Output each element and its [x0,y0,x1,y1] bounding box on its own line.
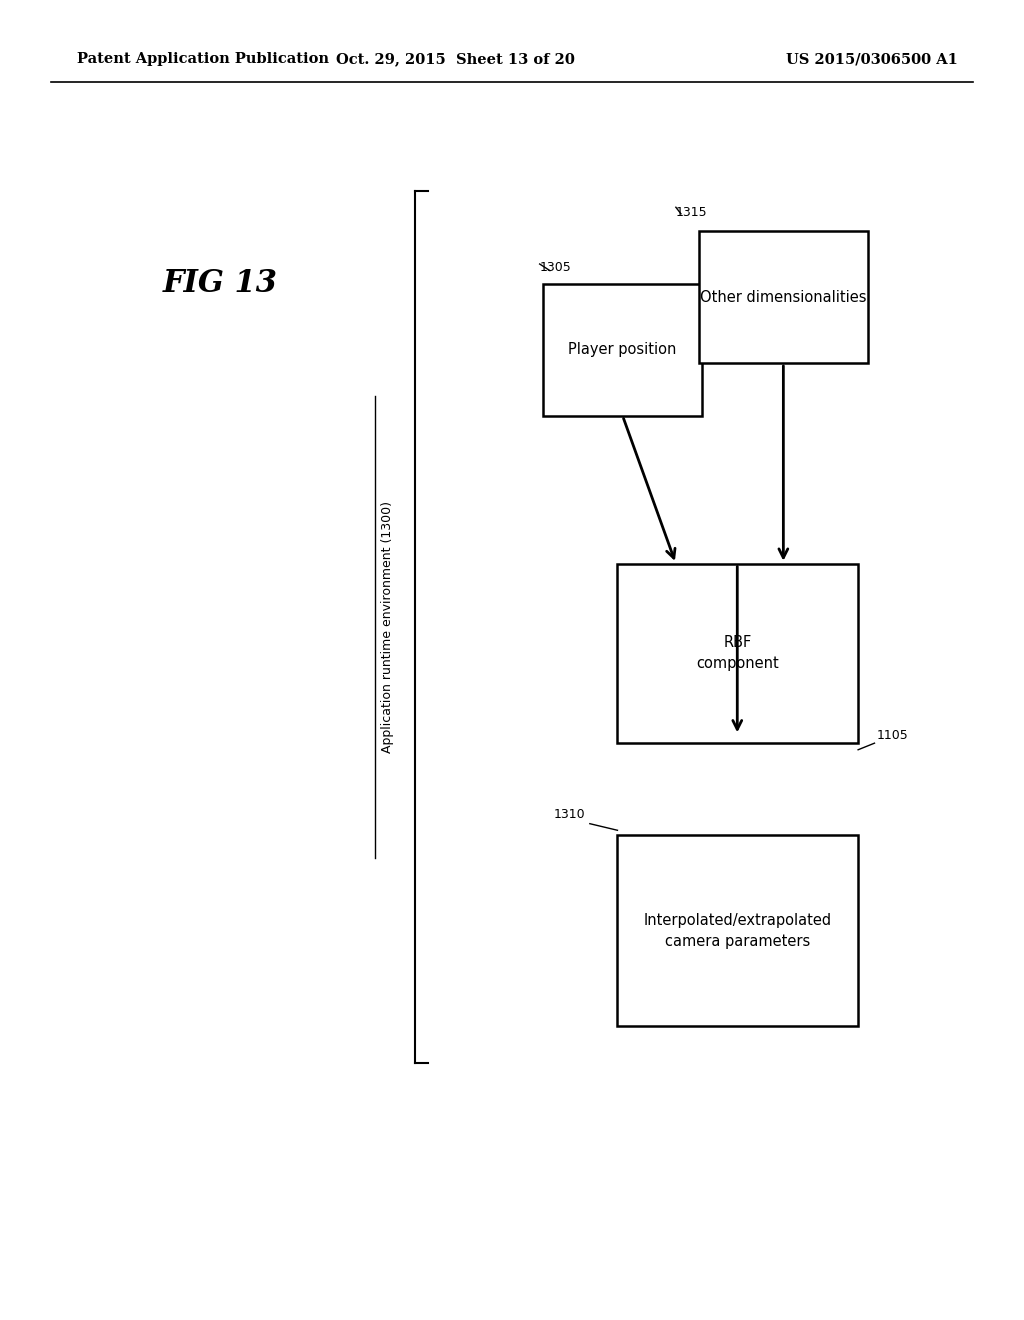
Text: 1305: 1305 [540,261,571,275]
FancyBboxPatch shape [698,231,868,363]
FancyBboxPatch shape [616,565,858,742]
Text: Patent Application Publication: Patent Application Publication [77,53,329,66]
FancyBboxPatch shape [616,836,858,1027]
Text: 1105: 1105 [877,729,908,742]
Text: Other dimensionalities: Other dimensionalities [700,289,866,305]
Text: Oct. 29, 2015  Sheet 13 of 20: Oct. 29, 2015 Sheet 13 of 20 [336,53,575,66]
Text: Player position: Player position [568,342,677,358]
Text: 1310: 1310 [554,808,586,821]
Text: Application runtime environment (1300): Application runtime environment (1300) [381,502,393,752]
Text: RBF
component: RBF component [696,635,778,672]
Text: 1315: 1315 [676,206,708,219]
FancyBboxPatch shape [543,284,702,416]
Text: US 2015/0306500 A1: US 2015/0306500 A1 [785,53,957,66]
Text: FIG 13: FIG 13 [163,268,278,300]
Text: Interpolated/extrapolated
camera parameters: Interpolated/extrapolated camera paramet… [643,912,831,949]
